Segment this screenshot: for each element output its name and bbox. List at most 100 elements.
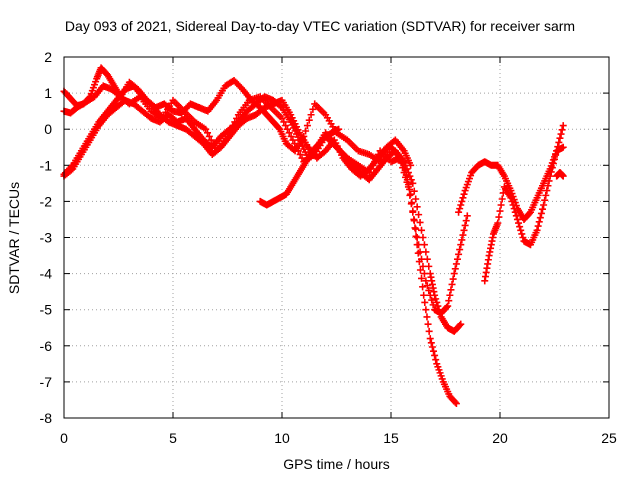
- data-point: [202, 125, 210, 133]
- data-point-interp: [515, 219, 523, 227]
- data-point-interp: [536, 214, 544, 222]
- data-point: [463, 212, 471, 220]
- data-point-interp: [415, 211, 423, 219]
- data-point-interp: [549, 159, 557, 167]
- data-point-interp: [430, 347, 438, 355]
- data-point-interp: [303, 122, 311, 130]
- data-point-interp: [407, 200, 415, 208]
- data-point-interp: [305, 116, 313, 124]
- data-point: [409, 179, 417, 187]
- x-tick-label: 15: [383, 430, 399, 446]
- data-point-interp: [423, 255, 431, 263]
- data-point-interp: [509, 201, 517, 209]
- data-point-interp: [429, 301, 437, 309]
- data-point-interp: [434, 302, 442, 310]
- data-point: [533, 226, 541, 234]
- data-points: [60, 64, 567, 408]
- y-tick-label: 0: [44, 121, 52, 137]
- data-point-interp: [453, 255, 461, 263]
- data-point-interp: [555, 138, 563, 146]
- data-point: [553, 147, 561, 155]
- data-point-interp: [447, 286, 455, 294]
- series-C: [60, 93, 465, 335]
- data-point-interp: [432, 295, 440, 303]
- data-point-interp: [428, 296, 436, 304]
- data-point-interp: [458, 236, 466, 244]
- data-point-interp: [418, 274, 426, 282]
- data-point-interp: [455, 250, 463, 258]
- data-point-interp: [205, 132, 213, 140]
- data-point-interp: [416, 266, 424, 274]
- data-point-interp: [457, 201, 465, 209]
- data-point: [455, 208, 463, 216]
- data-point-interp: [443, 303, 451, 311]
- data-point-interp: [413, 203, 421, 211]
- data-point-interp: [291, 140, 299, 148]
- data-point: [404, 183, 412, 191]
- data-point-interp: [403, 178, 411, 186]
- y-tick-label: -2: [40, 193, 53, 209]
- data-point-interp: [424, 320, 432, 328]
- plot-frame: [63, 56, 610, 419]
- data-point-interp: [452, 260, 460, 268]
- data-point-interp: [431, 351, 439, 359]
- data-point-interp: [435, 306, 443, 314]
- data-point-interp: [425, 262, 433, 270]
- data-point-interp: [407, 176, 415, 184]
- data-point-interp: [462, 217, 470, 225]
- data-point-interp: [403, 165, 411, 173]
- data-point-interp: [446, 291, 454, 299]
- data-point-interp: [519, 234, 527, 241]
- data-point: [431, 291, 439, 299]
- data-point-interp: [432, 356, 440, 364]
- y-tick-label: -7: [40, 374, 53, 390]
- data-point-interp: [551, 155, 558, 163]
- data-point-interp: [421, 298, 429, 306]
- x-tick-label: 0: [60, 430, 68, 446]
- x-tick-label: 20: [492, 430, 508, 446]
- series-D: [60, 82, 415, 180]
- series-H: [553, 169, 567, 180]
- data-point: [507, 194, 515, 202]
- data-point-interp: [548, 164, 556, 172]
- data-point-interp: [547, 168, 555, 176]
- y-tick-label: -8: [40, 410, 53, 426]
- series-A: [60, 64, 460, 408]
- series-F: [455, 143, 567, 223]
- data-point-interp: [412, 195, 420, 203]
- series-G: [481, 122, 567, 285]
- data-point-interp: [436, 309, 444, 317]
- data-point-interp: [298, 154, 306, 162]
- data-point-interp: [207, 136, 215, 144]
- data-point-interp: [539, 205, 547, 213]
- x-tick-label: 5: [169, 430, 177, 446]
- data-point-interp: [293, 143, 301, 151]
- y-tick-label: 2: [44, 49, 52, 65]
- y-tick-label: -3: [40, 230, 53, 246]
- axis-ticks: [63, 56, 610, 419]
- data-point-interp: [556, 134, 564, 142]
- data-point-interp: [448, 280, 456, 288]
- data-point-interp: [459, 231, 467, 239]
- data-point-interp: [497, 201, 505, 209]
- data-point-interp: [517, 226, 525, 234]
- data-point: [400, 158, 408, 166]
- data-point-interp: [282, 122, 290, 130]
- data-point-interp: [67, 163, 75, 171]
- data-point-interp: [542, 191, 550, 199]
- data-point-interp: [495, 213, 503, 221]
- data-point-interp: [512, 212, 520, 220]
- data-point: [444, 302, 452, 310]
- data-point-interp: [534, 222, 542, 230]
- data-point: [452, 400, 460, 408]
- data-point-interp: [456, 205, 464, 213]
- data-point: [278, 114, 286, 122]
- data-point-interp: [433, 298, 441, 306]
- data-point-interp: [451, 265, 459, 273]
- data-point-interp: [516, 223, 524, 231]
- data-point-interp: [307, 111, 315, 119]
- data-point-interp: [460, 226, 468, 234]
- data-point: [540, 201, 548, 209]
- data-point-interp: [498, 195, 506, 203]
